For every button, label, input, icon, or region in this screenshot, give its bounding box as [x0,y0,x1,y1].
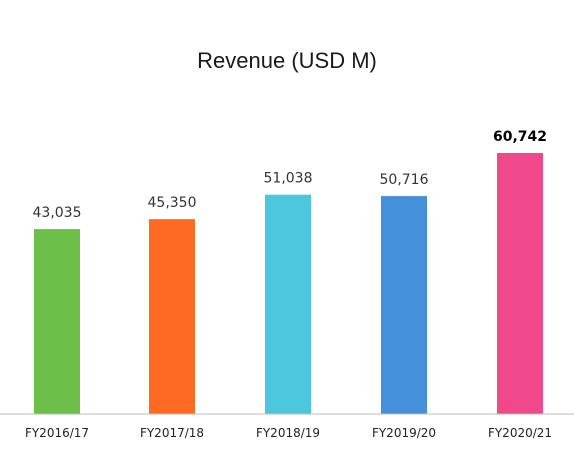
bar-group [34,153,543,414]
value-label: 50,716 [380,172,429,188]
x-tick-label: FY2018/19 [256,426,320,440]
value-label: 51,038 [264,171,313,187]
bar-fy2020-21 [497,153,543,414]
value-label: 45,350 [148,195,197,211]
value-label: 43,035 [33,205,82,221]
bar-fy2018-19 [265,194,311,414]
tick-label-group: FY2016/17 FY2017/18 FY2018/19 FY2019/20 FY20… [25,426,552,440]
value-label-group: 43,035 45,350 51,038 50,716 60,742 [33,129,548,221]
chart-title: Revenue (USD M) [197,48,377,73]
x-tick-label: FY2020/21 [488,426,552,440]
value-label: 60,742 [493,129,547,145]
bar-fy2016-17 [34,229,80,414]
x-tick-label: FY2016/17 [25,426,89,440]
x-tick-label: FY2019/20 [372,426,436,440]
x-tick-label: FY2017/18 [140,426,204,440]
bar-fy2017-18 [149,219,195,414]
bar-fy2019-20 [381,196,427,414]
